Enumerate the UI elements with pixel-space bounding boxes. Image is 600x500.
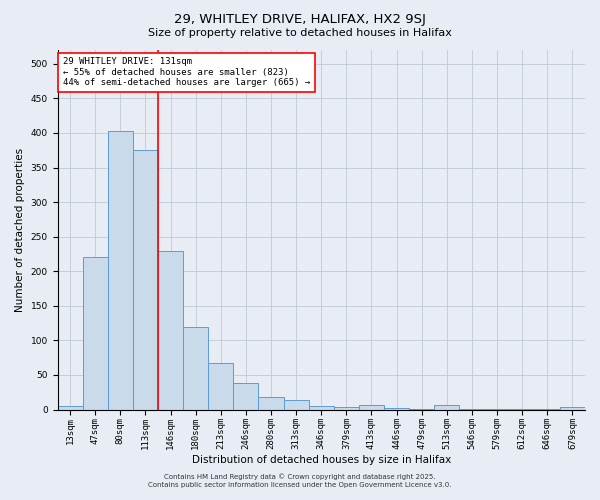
Y-axis label: Number of detached properties: Number of detached properties xyxy=(15,148,25,312)
Bar xyxy=(334,408,359,410)
Text: 29, WHITLEY DRIVE, HALIFAX, HX2 9SJ: 29, WHITLEY DRIVE, HALIFAX, HX2 9SJ xyxy=(174,12,426,26)
Bar xyxy=(284,400,309,409)
Bar xyxy=(359,406,384,409)
Text: Contains HM Land Registry data © Crown copyright and database right 2025.
Contai: Contains HM Land Registry data © Crown c… xyxy=(148,474,452,488)
Bar xyxy=(434,406,460,409)
Bar xyxy=(409,409,434,410)
Bar xyxy=(83,258,108,410)
Bar xyxy=(384,408,409,410)
Bar xyxy=(460,409,485,410)
Bar xyxy=(108,131,133,409)
Text: Size of property relative to detached houses in Halifax: Size of property relative to detached ho… xyxy=(148,28,452,38)
Bar xyxy=(560,408,585,410)
Bar xyxy=(309,406,334,409)
X-axis label: Distribution of detached houses by size in Halifax: Distribution of detached houses by size … xyxy=(191,455,451,465)
Bar xyxy=(259,397,284,409)
Bar xyxy=(58,406,83,409)
Bar xyxy=(183,326,208,409)
Bar xyxy=(535,409,560,410)
Text: 29 WHITLEY DRIVE: 131sqm
← 55% of detached houses are smaller (823)
44% of semi-: 29 WHITLEY DRIVE: 131sqm ← 55% of detach… xyxy=(63,57,310,87)
Bar xyxy=(485,409,509,410)
Bar xyxy=(509,409,535,410)
Bar xyxy=(208,362,233,410)
Bar xyxy=(133,150,158,410)
Bar xyxy=(158,250,183,410)
Bar xyxy=(233,384,259,409)
